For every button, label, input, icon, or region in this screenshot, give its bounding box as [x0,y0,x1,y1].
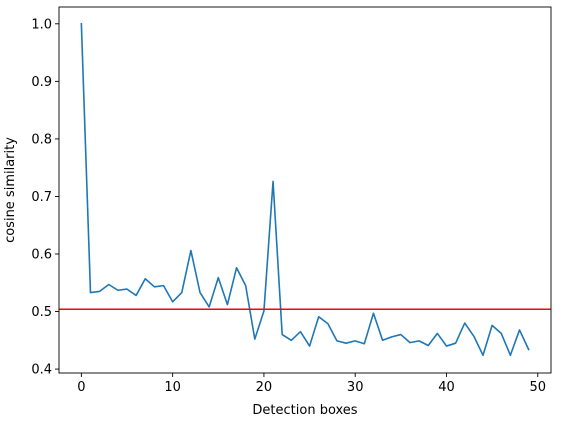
y-tick-label: 0.5 [31,305,52,320]
y-tick-label: 0.8 [31,132,52,147]
y-tick-label: 0.6 [31,247,52,262]
series-line-0 [81,24,528,355]
y-axis-ticks: 0.4 0.5 0.6 0.7 0.8 0.9 1.0 [31,17,59,377]
x-tick-label: 40 [438,380,455,395]
y-tick-label: 1.0 [31,17,52,32]
x-axis-label: Detection boxes [252,403,357,418]
x-tick-label: 20 [256,380,273,395]
x-tick-label: 0 [77,380,85,395]
x-tick-label: 50 [529,380,546,395]
y-tick-label: 0.4 [31,363,52,378]
x-tick-label: 10 [164,380,181,395]
y-tick-label: 0.9 [31,75,52,90]
x-tick-label: 30 [347,380,364,395]
y-tick-label: 0.7 [31,190,52,205]
y-axis-label: cosine similarity [3,137,18,243]
plot-content [59,24,551,356]
plot-frame [59,7,551,373]
x-axis-ticks: 0 10 20 30 40 50 [77,373,546,395]
